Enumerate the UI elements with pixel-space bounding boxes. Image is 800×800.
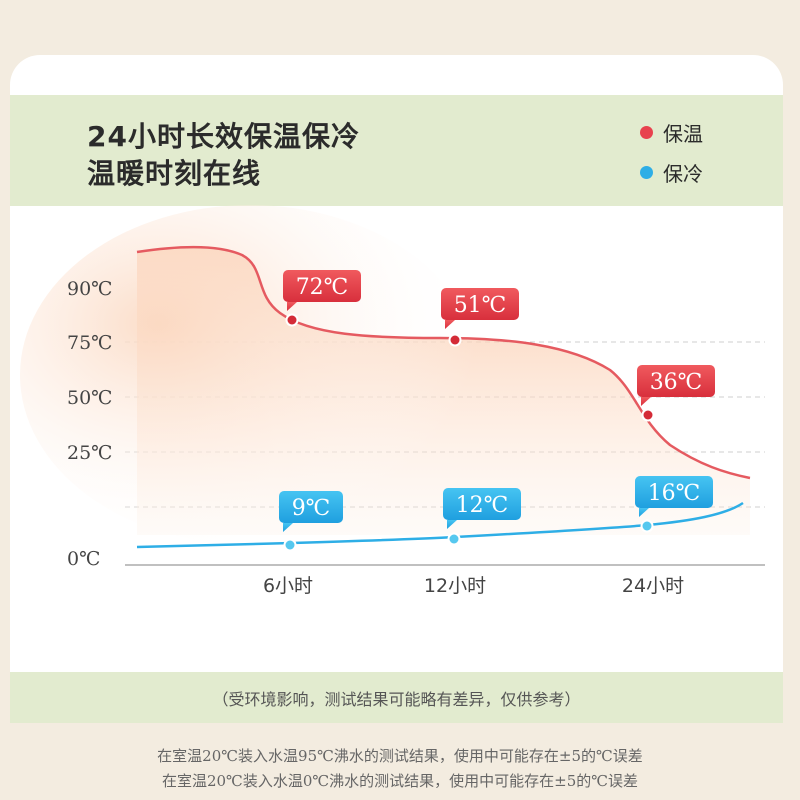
- cold-value-tag: 16℃: [635, 476, 713, 517]
- y-tick-label: 90℃: [67, 278, 112, 300]
- page-subtitle: 温暖时刻在线: [87, 157, 262, 190]
- cold-point: [449, 534, 459, 544]
- warm-value-tag: 51℃: [441, 288, 519, 329]
- cold-point: [285, 540, 295, 550]
- cold-value-tag-pointer: [639, 508, 649, 517]
- cold-value-tag-pointer: [447, 520, 457, 529]
- warm-point: [450, 335, 460, 345]
- warm-value-tag-text: 36℃: [650, 370, 703, 395]
- cold-value-tag-bg: [635, 476, 713, 508]
- legend-label-warm: 保温: [663, 121, 703, 146]
- temperature-chart: 90℃ 75℃ 50℃ 25℃ 0℃ 6小时 12小时 24小时 72℃ 51℃ 36℃ 9℃ 12…: [20, 205, 765, 597]
- warm-value-tag-text: 51℃: [454, 293, 507, 318]
- cold-value-tag: 12℃: [443, 488, 521, 529]
- cold-value-tag: 9℃: [279, 491, 343, 532]
- legend-label-cold: 保冷: [663, 161, 703, 186]
- test-condition-warm: 在室温20℃装入水温95℃沸水的测试结果，使用中可能存在±5的℃误差: [157, 747, 643, 765]
- cold-value-tag-bg: [443, 488, 521, 520]
- page-title: 24小时长效保温保冷: [87, 120, 360, 153]
- legend-dot-warm-icon: [640, 125, 653, 139]
- cold-value-tag-text: 12℃: [456, 493, 509, 518]
- product-card: 24小时长效保温保冷 温暖时刻在线 保温 保冷: [10, 55, 783, 723]
- warm-value-tag-pointer: [641, 397, 651, 406]
- cold-value-tag-pointer: [283, 523, 293, 532]
- y-tick-label: 50℃: [67, 387, 112, 409]
- cold-point: [642, 521, 652, 531]
- x-tick-label: 12小时: [424, 575, 486, 597]
- warm-value-tag-pointer: [445, 320, 455, 329]
- warm-value-tag-bg: [441, 288, 519, 320]
- cold-value-tag-text: 16℃: [648, 481, 701, 506]
- y-tick-label: 25℃: [67, 442, 112, 464]
- y-tick-label: 75℃: [67, 332, 112, 354]
- test-condition-cold: 在室温20℃装入水温0℃沸水的测试结果，使用中可能存在±5的℃误差: [161, 772, 639, 790]
- data-markers: 72℃ 51℃ 36℃ 9℃ 12℃ 16℃: [279, 270, 715, 552]
- y-axis-ticks: 90℃ 75℃ 50℃ 25℃ 0℃: [67, 278, 112, 570]
- warm-series-line: [136, 245, 751, 480]
- legend-item-warm: 保温: [640, 117, 703, 147]
- cold-value-tag-text: 9℃: [292, 496, 331, 521]
- y-tick-label: 0℃: [67, 548, 100, 570]
- warm-glow: [20, 205, 480, 545]
- footer-band: （受环境影响，测试结果可能略有差异，仅供参考）: [10, 672, 783, 723]
- warm-value-tag-bg: [283, 270, 361, 302]
- x-tick-label: 6小时: [263, 575, 313, 597]
- warm-point: [643, 410, 653, 420]
- warm-value-tag: 72℃: [283, 270, 361, 311]
- warm-point: [287, 315, 297, 325]
- cold-value-tag-bg: [279, 491, 343, 523]
- legend-item-cold: 保冷: [640, 157, 703, 187]
- x-axis-ticks: 6小时 12小时 24小时: [263, 575, 684, 597]
- warm-value-tag-text: 72℃: [296, 275, 349, 300]
- chart-header: 24小时长效保温保冷 温暖时刻在线 保温 保冷: [10, 95, 783, 206]
- disclaimer-note: （受环境影响，测试结果可能略有差异，仅供参考）: [212, 689, 581, 709]
- warm-value-tag-bg: [637, 365, 715, 397]
- legend-dot-cold-icon: [640, 165, 653, 179]
- x-tick-label: 24小时: [622, 575, 684, 597]
- warm-value-tag-pointer: [287, 302, 297, 311]
- warm-value-tag: 36℃: [637, 365, 715, 406]
